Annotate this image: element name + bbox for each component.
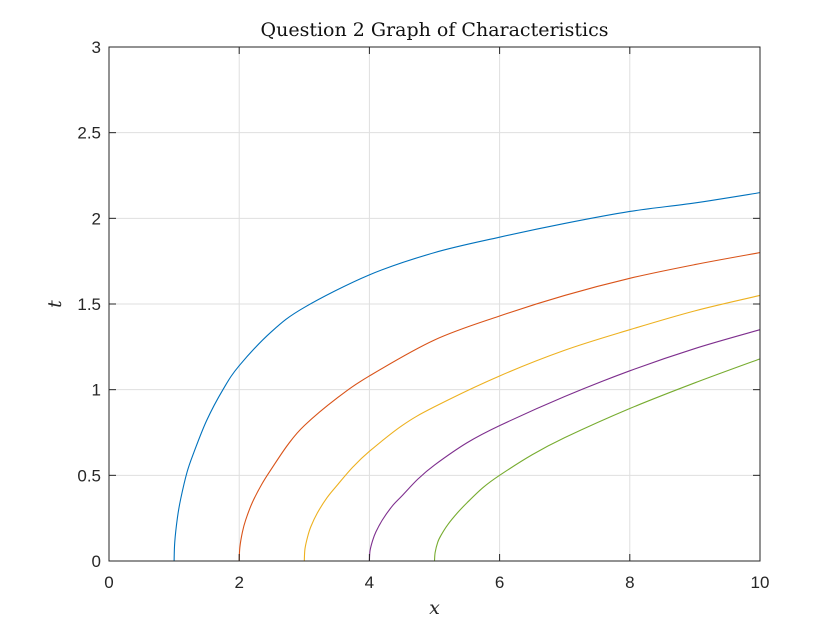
x-tick-label: 4 <box>365 573 374 592</box>
y-tick-label: 2 <box>92 209 101 228</box>
x-tick-label: 10 <box>751 573 770 592</box>
x-tick-label: 0 <box>104 573 113 592</box>
y-axis-label: t <box>44 300 66 308</box>
characteristic-line-4 <box>109 329 761 562</box>
characteristic-line-3 <box>109 294 761 562</box>
tick-layer <box>108 46 761 562</box>
x-axis-label: x <box>429 597 440 619</box>
x-tick-label: 2 <box>234 573 243 592</box>
x-tick-label: 8 <box>625 573 634 592</box>
y-tick-label: 1.5 <box>77 295 101 314</box>
y-tick-label: 0 <box>92 552 101 571</box>
characteristic-line-1 <box>109 192 761 562</box>
y-tick-label: 1 <box>92 381 101 400</box>
tick-label-layer: 0 2 4 6 8 10 0 0.5 1 1.5 2 2.5 3 <box>77 38 769 592</box>
y-tick-label: 2.5 <box>77 124 101 143</box>
y-tick-label: 0.5 <box>77 466 101 485</box>
characteristic-line-2 <box>109 252 761 562</box>
y-tick-label: 3 <box>92 38 101 57</box>
series-layer <box>109 192 761 562</box>
chart-title: Question 2 Graph of Characteristics <box>261 19 609 41</box>
x-tick-label: 6 <box>495 573 504 592</box>
grid-layer <box>109 47 760 561</box>
characteristic-line-5 <box>109 358 761 562</box>
